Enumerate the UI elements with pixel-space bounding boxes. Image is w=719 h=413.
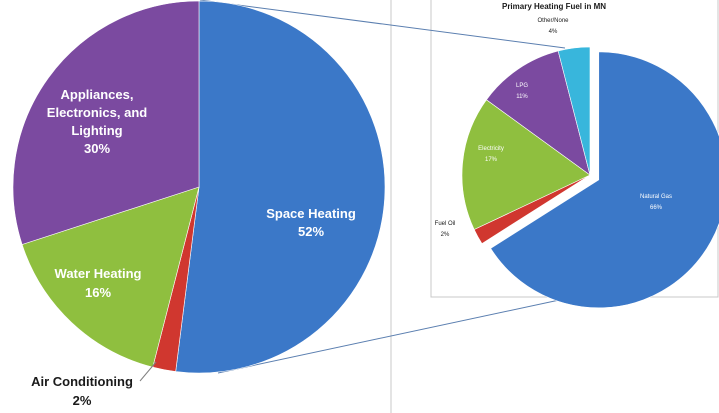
label-air-conditioning: Air Conditioning 2% (31, 361, 157, 408)
label-water-heating-name: Water Heating (55, 266, 142, 281)
connector-line-top (199, 0, 566, 49)
label-electricity-name: Electricity (478, 146, 504, 152)
label-lpg-value: 11% (516, 94, 528, 100)
label-appliances-value: 30% (84, 141, 110, 156)
pie1-slice-appliances-electronics-and-lighting (12, 0, 200, 245)
connector-line-bottom (217, 295, 579, 374)
label-natural-gas-name: Natural Gas (640, 194, 672, 200)
label-other-none-name: Other/None (537, 18, 569, 24)
label-water-heating: Water Heating 16% (55, 266, 142, 300)
pie1-slice-space-heating (175, 0, 386, 374)
label-fuel-oil: Fuel Oil 2% (435, 221, 456, 238)
label-fuel-oil-value: 2% (441, 232, 450, 238)
label-appliances-line2: Electronics, and (47, 105, 147, 120)
pie1-slice-water-heating (21, 186, 200, 368)
label-other-none: Other/None 4% (537, 18, 569, 35)
label-other-none-value: 4% (549, 29, 558, 35)
pie2-slice-lpg (486, 50, 591, 176)
label-space-heating-value: 52% (298, 224, 324, 239)
label-space-heating: Space Heating 52% (266, 206, 356, 239)
pie2-slice-natural-gas (490, 51, 719, 309)
end-use-pie (12, 0, 386, 374)
label-appliances-line1: Appliances, (61, 87, 134, 102)
label-air-conditioning-value: 2% (73, 393, 92, 408)
pie2-slice-electricity (461, 99, 591, 230)
label-air-conditioning-name: Air Conditioning (31, 374, 133, 389)
label-natural-gas: Natural Gas 66% (640, 194, 672, 211)
label-fuel-oil-name: Fuel Oil (435, 221, 456, 227)
leader-line-air-conditioning (139, 361, 157, 382)
label-appliances-line3: Lighting (71, 123, 122, 138)
pie2-slice-other-none (557, 46, 591, 176)
secondary-chart-title: Primary Heating Fuel in MN (502, 2, 606, 11)
label-electricity: Electricity 17% (478, 146, 504, 163)
label-space-heating-name: Space Heating (266, 206, 356, 221)
label-natural-gas-value: 66% (650, 205, 663, 211)
label-water-heating-value: 16% (85, 285, 111, 300)
label-electricity-value: 17% (485, 157, 498, 163)
label-lpg-name: LPG (516, 83, 528, 89)
heating-fuel-pie (461, 46, 719, 309)
label-appliances: Appliances, Electronics, and Lighting 30… (47, 87, 147, 156)
label-lpg: LPG 11% (516, 83, 528, 100)
